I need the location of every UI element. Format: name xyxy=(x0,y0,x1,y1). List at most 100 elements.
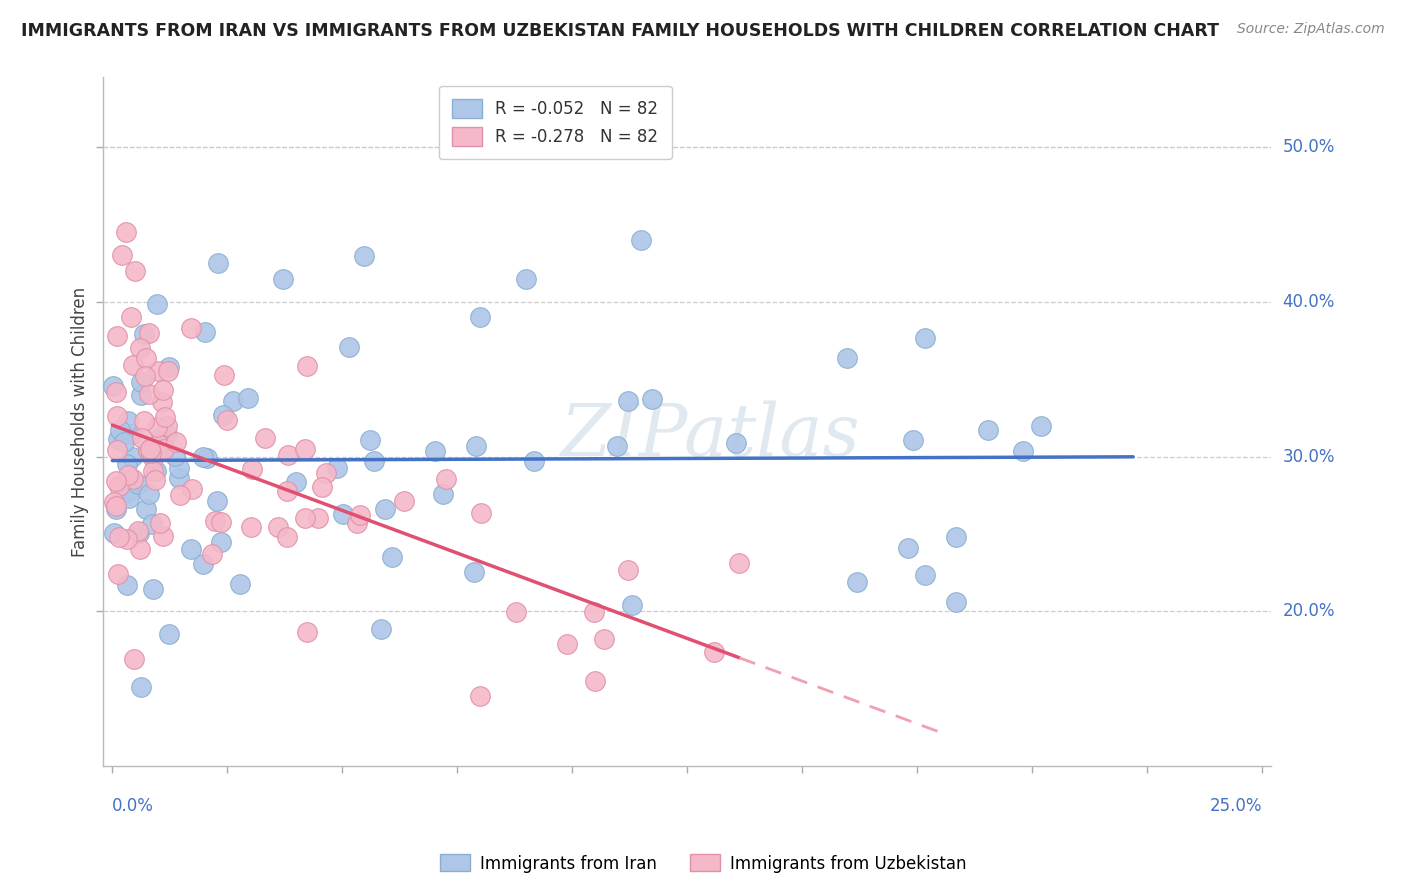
Point xyxy=(325,461,347,475)
Point xyxy=(129,681,152,695)
Point xyxy=(134,414,156,428)
Text: 50.0%: 50.0% xyxy=(1282,138,1334,156)
Point xyxy=(156,364,179,378)
Point xyxy=(271,272,294,286)
Point xyxy=(374,502,396,516)
Point xyxy=(728,557,751,571)
Point xyxy=(157,360,180,375)
Point xyxy=(276,483,298,498)
Point xyxy=(101,379,124,393)
Point xyxy=(470,506,492,520)
Point xyxy=(145,473,167,487)
Point xyxy=(139,446,162,460)
Point xyxy=(523,454,546,468)
Point xyxy=(108,530,131,544)
Point xyxy=(209,535,232,549)
Point xyxy=(1012,444,1035,458)
Point xyxy=(152,442,174,457)
Point xyxy=(1029,419,1052,434)
Point xyxy=(703,645,725,659)
Point xyxy=(630,233,652,247)
Point xyxy=(153,410,176,425)
Point xyxy=(276,530,298,544)
Point xyxy=(267,520,290,534)
Point xyxy=(138,326,160,340)
Point xyxy=(134,369,156,384)
Point xyxy=(135,351,157,366)
Point xyxy=(242,461,264,475)
Point xyxy=(180,542,202,557)
Point xyxy=(129,375,152,389)
Text: 0.0%: 0.0% xyxy=(112,797,155,814)
Point xyxy=(470,690,492,704)
Point xyxy=(136,442,159,457)
Point xyxy=(104,502,127,516)
Point xyxy=(209,515,232,529)
Point xyxy=(122,651,145,665)
Point xyxy=(121,427,143,442)
Point xyxy=(465,438,488,452)
Point xyxy=(349,508,371,522)
Point xyxy=(724,436,747,450)
Point xyxy=(214,368,236,382)
Point xyxy=(315,466,337,480)
Point xyxy=(381,549,404,564)
Text: IMMIGRANTS FROM IRAN VS IMMIGRANTS FROM UZBEKISTAN FAMILY HOUSEHOLDS WITH CHILDR: IMMIGRANTS FROM IRAN VS IMMIGRANTS FROM … xyxy=(21,22,1219,40)
Point xyxy=(105,329,128,343)
Point xyxy=(149,516,172,530)
Point xyxy=(914,331,936,345)
Point xyxy=(463,565,485,579)
Point xyxy=(103,495,125,509)
Point xyxy=(505,605,527,619)
Point xyxy=(145,464,167,478)
Point xyxy=(229,577,252,591)
Point xyxy=(555,637,578,651)
Point xyxy=(337,340,360,354)
Point xyxy=(583,673,606,688)
Point xyxy=(370,623,392,637)
Point xyxy=(606,439,628,453)
Point xyxy=(112,435,135,450)
Point xyxy=(207,256,229,270)
Point xyxy=(616,394,638,409)
Point xyxy=(277,449,299,463)
Point xyxy=(359,434,381,448)
Point xyxy=(914,568,936,582)
Point xyxy=(128,526,150,541)
Point xyxy=(181,482,204,496)
Point xyxy=(332,507,354,521)
Point xyxy=(155,419,177,434)
Text: Source: ZipAtlas.com: Source: ZipAtlas.com xyxy=(1237,22,1385,37)
Point xyxy=(846,574,869,589)
Point xyxy=(136,442,159,457)
Point xyxy=(212,408,235,422)
Point xyxy=(124,264,146,278)
Point xyxy=(104,499,127,513)
Point xyxy=(470,310,492,325)
Point xyxy=(307,511,329,525)
Point xyxy=(152,384,174,398)
Point xyxy=(641,392,664,406)
Point xyxy=(156,426,179,441)
Point xyxy=(105,443,128,458)
Point xyxy=(148,364,170,378)
Point xyxy=(115,578,138,592)
Y-axis label: Family Households with Children: Family Households with Children xyxy=(72,286,89,557)
Point xyxy=(135,501,157,516)
Point xyxy=(131,431,153,445)
Point xyxy=(150,394,173,409)
Text: 25.0%: 25.0% xyxy=(1209,797,1263,814)
Point xyxy=(835,351,858,366)
Point xyxy=(346,516,368,530)
Point xyxy=(165,434,187,449)
Point xyxy=(127,477,149,491)
Point xyxy=(132,326,155,341)
Point xyxy=(122,472,145,486)
Point xyxy=(129,541,152,556)
Point xyxy=(295,359,318,374)
Point xyxy=(121,450,143,464)
Point xyxy=(141,517,163,532)
Point xyxy=(616,563,638,577)
Point xyxy=(121,359,143,373)
Point xyxy=(169,471,191,485)
